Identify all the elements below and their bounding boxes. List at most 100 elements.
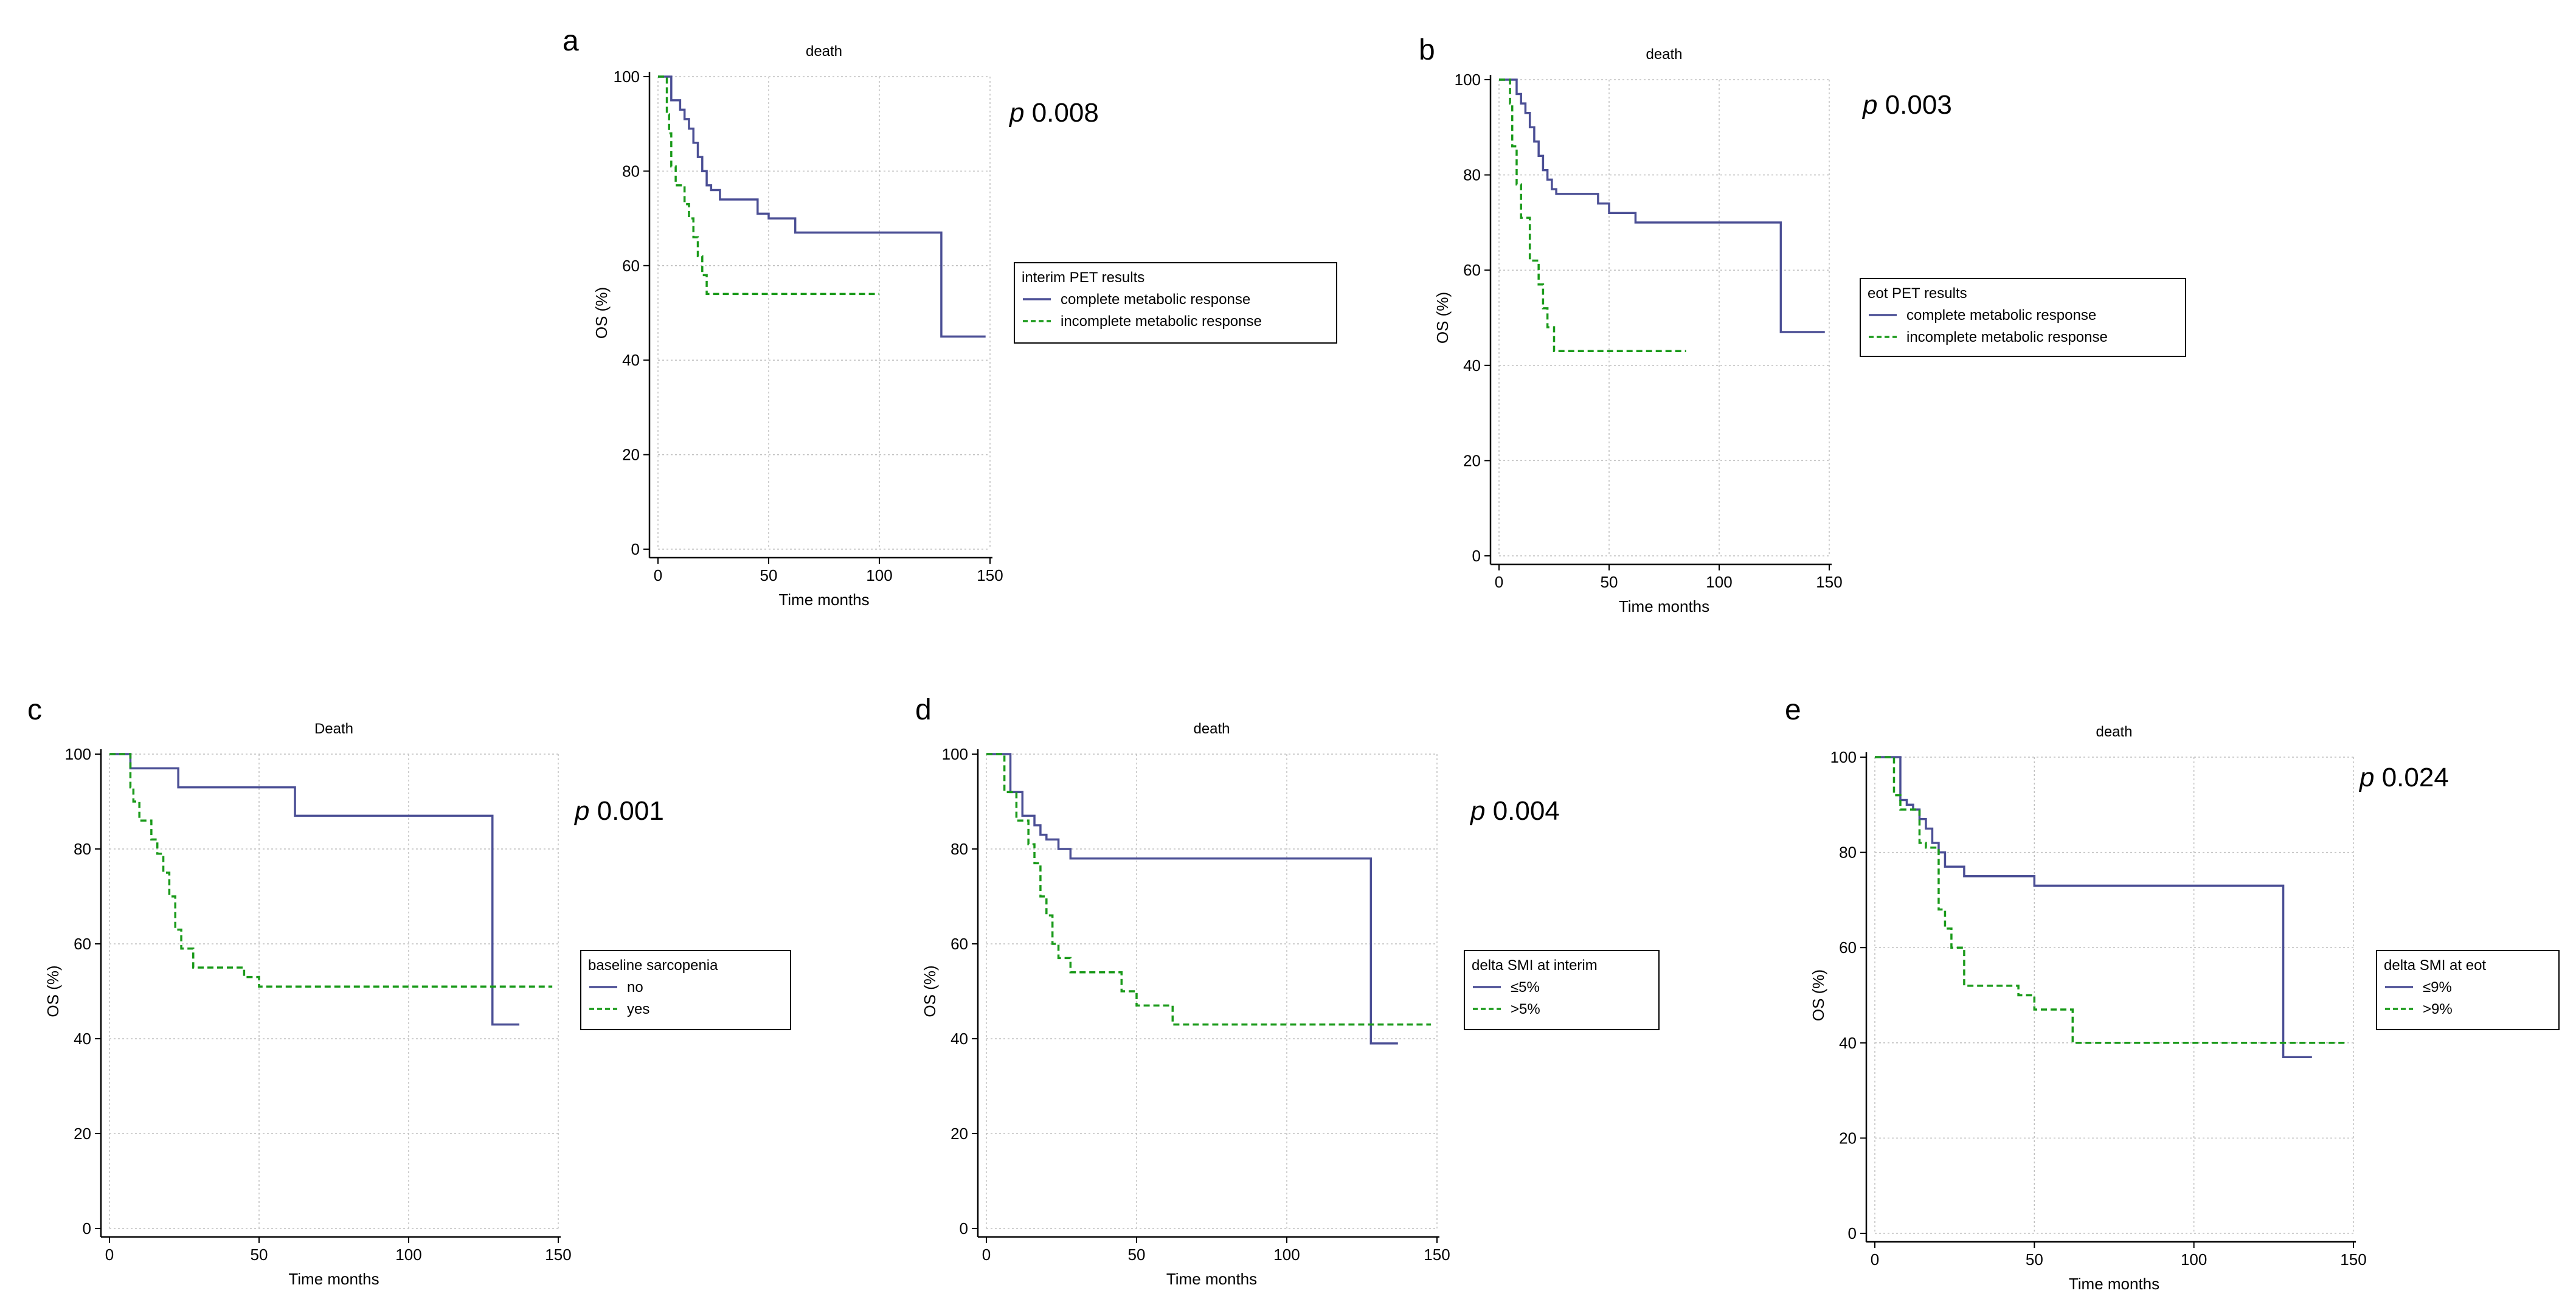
y-tick-label: 20 [622,446,640,464]
x-axis-label: Time months [1166,1270,1257,1288]
p-value: p 0.008 [1008,98,1099,128]
legend-title: delta SMI at eot [2384,957,2486,974]
y-tick-label: 40 [1463,356,1481,375]
legend: baseline sarcopenia no yes [580,950,791,1030]
y-tick-label: 60 [74,935,91,953]
x-tick-label: 0 [982,1245,991,1264]
y-tick-label: 80 [950,840,968,858]
x-tick-label: 150 [977,566,1003,584]
legend-label: ≤5% [1511,979,1540,996]
y-tick-label: 80 [74,840,91,858]
x-axis-label: Time months [2069,1275,2159,1293]
km-curve-solid [1875,756,2312,1059]
panel-letter: b [1419,34,1435,66]
plot-title: death [1193,721,1230,737]
y-tick-label: 40 [622,351,640,369]
y-axis-label: OS (%) [921,965,939,1017]
legend: eot PET results complete metabolic respon… [1860,278,2186,357]
x-tick-label: 100 [1273,1245,1300,1264]
p-value: p 0.004 [1469,796,1560,826]
km-panel-e: e 0 20 40 60 80 100 0 50 100 150 death Time months OS… [1785,694,2560,1293]
y-tick-label: 0 [83,1219,91,1238]
y-tick-label: 100 [942,745,968,763]
x-axis-label: Time months [288,1270,379,1288]
legend-box [1014,262,1337,344]
km-curve-solid [658,75,986,338]
x-tick-label: 100 [395,1245,421,1264]
x-tick-label: 150 [1816,573,1842,591]
legend-title: eot PET results [1868,285,1967,302]
y-tick-label: 0 [631,540,640,558]
p-value: p 0.024 [2358,763,2449,792]
y-tick-label: 40 [1839,1034,1857,1052]
y-tick-label: 40 [74,1030,91,1048]
km-curve-dashed [1875,756,2347,1044]
legend-label: complete metabolic response [1906,307,2096,324]
x-tick-label: 50 [2026,1250,2043,1269]
y-tick-label: 0 [960,1219,968,1238]
y-tick-label: 100 [1830,748,1857,766]
legend-label: >5% [1511,1001,1540,1017]
km-curve-solid [986,753,1398,1045]
y-tick-label: 60 [950,935,968,953]
x-axis-label: Time months [778,591,869,609]
p-value: p 0.003 [1861,90,1952,120]
x-tick-label: 50 [760,566,778,584]
legend-label: complete metabolic response [1061,291,1250,308]
km-panel-a: a 0 20 40 60 80 100 0 50 100 150 death Time months OS… [563,25,1337,609]
legend-box [1464,950,1660,1030]
y-tick-label: 80 [1839,844,1857,862]
p-value: p 0.001 [573,796,664,826]
y-tick-label: 80 [1463,166,1481,184]
km-panel-b: b 0 20 40 60 80 100 0 50 100 150 death Time months OS… [1419,34,2186,615]
plot-title: death [806,43,842,60]
y-tick-label: 80 [622,162,640,180]
legend-title: delta SMI at interim [1472,957,1598,974]
legend: delta SMI at interim ≤5% >5% [1464,950,1660,1030]
km-curve-solid [109,753,520,1026]
x-tick-label: 0 [105,1245,114,1264]
y-axis-label: OS (%) [1809,969,1827,1021]
km-panel-d: d 0 20 40 60 80 100 0 50 100 150 death Time months OS… [915,694,1660,1288]
y-tick-label: 20 [74,1124,91,1143]
legend-label: no [627,979,643,996]
legend-box [580,950,791,1030]
panel-letter: c [27,694,42,726]
x-tick-label: 50 [251,1245,268,1264]
y-axis-label: OS (%) [592,287,611,339]
y-tick-label: 20 [1463,451,1481,469]
y-tick-label: 100 [1455,71,1481,89]
x-tick-label: 0 [1495,573,1503,591]
x-tick-label: 100 [2181,1250,2207,1269]
y-tick-label: 0 [1848,1224,1857,1242]
legend-title: interim PET results [1022,269,1144,286]
km-curve-dashed [109,753,553,988]
y-tick-label: 40 [950,1030,968,1048]
legend-label: yes [627,1001,649,1017]
km-curve-dashed [658,75,879,296]
x-tick-label: 0 [654,566,662,584]
plot-title: death [1646,46,1682,63]
x-tick-label: 100 [1706,573,1732,591]
km-curve-dashed [986,753,1432,1026]
y-tick-label: 100 [614,68,640,86]
x-tick-label: 150 [1424,1245,1450,1264]
km-panel-c: c 0 20 40 60 80 100 0 50 100 150 Death Time months OS… [27,694,791,1288]
x-tick-label: 150 [545,1245,571,1264]
y-tick-label: 0 [1472,547,1481,565]
panel-letter: e [1785,694,1801,726]
x-tick-label: 0 [1871,1250,1879,1269]
x-tick-label: 50 [1601,573,1618,591]
y-axis-label: OS (%) [44,965,62,1017]
km-curve-solid [1499,78,1825,333]
y-tick-label: 60 [622,257,640,275]
y-tick-label: 100 [65,745,91,763]
km-curve-dashed [1499,78,1686,353]
x-axis-label: Time months [1619,597,1709,615]
legend: delta SMI at eot ≤9% >9% [2376,950,2560,1030]
y-tick-label: 60 [1839,938,1857,957]
legend-title: baseline sarcopenia [588,957,718,974]
legend-box [1860,278,2186,357]
legend-label: incomplete metabolic response [1061,313,1262,330]
